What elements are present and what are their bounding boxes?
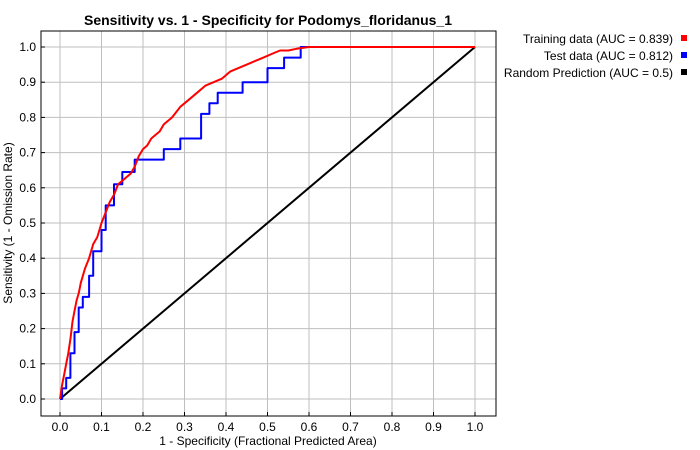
series-line-0: [59, 46, 475, 400]
legend: Training data (AUC = 0.839) Test data (AU…: [504, 32, 687, 80]
x-tick-label: 0.9: [425, 420, 442, 434]
legend-label: Training data (AUC = 0.839): [523, 32, 673, 46]
x-tick-label: 0.3: [176, 420, 193, 434]
y-tick-label: 1.0: [19, 40, 36, 54]
y-axis-label: Sensitivity (1 - Omission Rate): [1, 142, 15, 303]
chart-title: Sensitivity vs. 1 - Specificity for Podo…: [84, 12, 452, 28]
x-tick-label: 0.5: [259, 420, 276, 434]
x-tick-label: 1.0: [467, 420, 484, 434]
y-tick-label: 0.3: [19, 286, 36, 300]
legend-label: Random Prediction (AUC = 0.5): [504, 66, 673, 80]
y-tick-label: 0.1: [19, 357, 36, 371]
x-axis-label: 1 - Specificity (Fractional Predicted Ar…: [159, 434, 376, 448]
axis-ticks: 0.0 0.1 0.2 0.3 0.4 0.5 0.6 0.7 0.8 0.9 1.0 0.0 0.1 0…: [19, 40, 483, 434]
x-tick-label: 0.7: [342, 420, 359, 434]
x-tick-label: 0.4: [218, 420, 235, 434]
y-tick-label: 0.7: [19, 146, 36, 160]
y-tick-label: 0.0: [19, 392, 36, 406]
x-tick-label: 0.6: [301, 420, 318, 434]
y-tick-label: 0.5: [19, 216, 36, 230]
x-tick-label: 0.2: [135, 420, 152, 434]
y-tick-label: 0.6: [19, 181, 36, 195]
legend-swatch: [681, 69, 687, 75]
x-tick-label: 0.0: [52, 420, 69, 434]
series-line-2: [59, 46, 476, 400]
y-tick-label: 0.8: [19, 110, 36, 124]
legend-swatch: [681, 35, 687, 41]
x-tick-label: 0.1: [93, 420, 110, 434]
legend-label: Test data (AUC = 0.812): [544, 49, 673, 63]
y-tick-label: 0.2: [19, 322, 36, 336]
y-tick-label: 0.9: [19, 75, 36, 89]
series-lines: [59, 46, 476, 400]
y-tick-label: 0.4: [19, 251, 36, 265]
x-tick-label: 0.8: [384, 420, 401, 434]
legend-swatch: [681, 52, 687, 58]
